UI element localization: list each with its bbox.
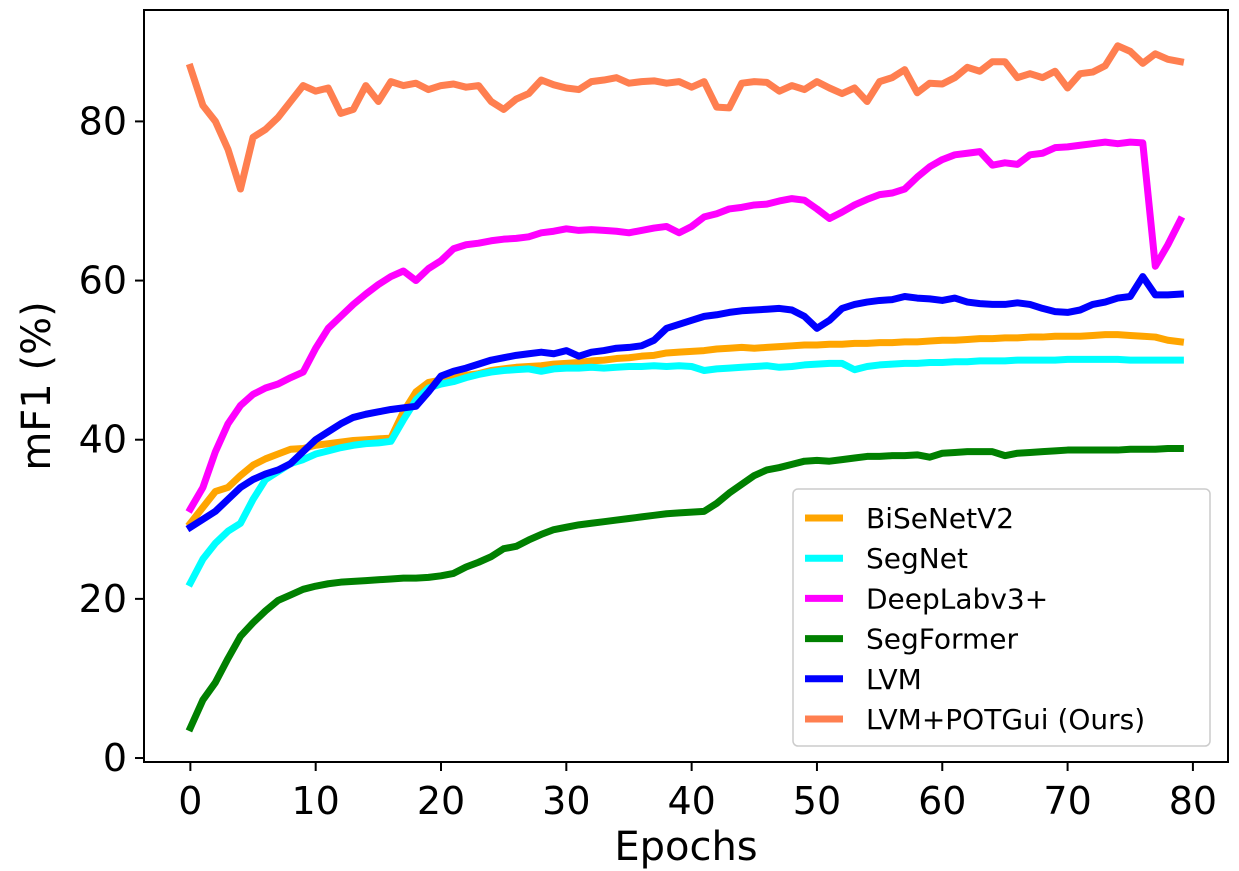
x-tick-label: 60 bbox=[918, 779, 966, 823]
x-tick-label: 70 bbox=[1043, 779, 1091, 823]
y-axis-label: mF1 (%) bbox=[14, 301, 60, 470]
x-axis-ticks: 0 10 20 30 40 50 60 70 80 bbox=[178, 762, 1217, 823]
x-tick-label: 50 bbox=[793, 779, 841, 823]
legend-label-segnet: SegNet bbox=[866, 542, 968, 575]
x-axis-label: Epochs bbox=[614, 824, 757, 870]
legend-label-lvm: LVM bbox=[866, 663, 922, 696]
y-tick-label: 80 bbox=[79, 99, 127, 143]
y-tick-label: 20 bbox=[79, 577, 127, 621]
series-layer bbox=[185, 42, 1186, 733]
series-line-segnet bbox=[185, 355, 1184, 588]
y-tick-label: 0 bbox=[103, 736, 127, 780]
y-axis-ticks: 0 20 40 60 80 bbox=[79, 99, 144, 780]
series-line-bisenetv2 bbox=[185, 331, 1185, 529]
legend-items: BiSeNetV2 SegNet DeepLabv3+ SegFormer LVM LVM… bbox=[805, 502, 1145, 736]
legend-label-lvm-potgui-ours: LVM+POTGui (Ours) bbox=[866, 703, 1145, 736]
x-tick-label: 10 bbox=[292, 779, 340, 823]
legend-box bbox=[792, 488, 1211, 747]
x-tick-label: 80 bbox=[1169, 779, 1217, 823]
x-tick-label: 20 bbox=[417, 779, 465, 823]
legend-label-deeplabv3: DeepLabv3+ bbox=[866, 582, 1048, 615]
x-tick-label: 0 bbox=[178, 779, 202, 823]
x-tick-label: 30 bbox=[542, 779, 590, 823]
y-tick-label: 60 bbox=[79, 259, 127, 303]
x-tick-label: 40 bbox=[667, 779, 715, 823]
legend: BiSeNetV2 SegNet DeepLabv3+ SegFormer LVM LVM… bbox=[792, 488, 1211, 747]
plot-frame bbox=[143, 9, 1229, 763]
axes-layer bbox=[143, 9, 1229, 763]
legend-label-bisenetv2: BiSeNetV2 bbox=[866, 502, 1014, 535]
y-tick-label: 40 bbox=[79, 418, 127, 462]
series-line-segformer bbox=[185, 444, 1184, 733]
series-line-lvm bbox=[185, 273, 1185, 533]
legend-label-segformer: SegFormer bbox=[866, 623, 1019, 656]
series-line-deeplabv3 bbox=[185, 138, 1186, 514]
series-line-lvm-potgui-ours bbox=[185, 42, 1185, 193]
